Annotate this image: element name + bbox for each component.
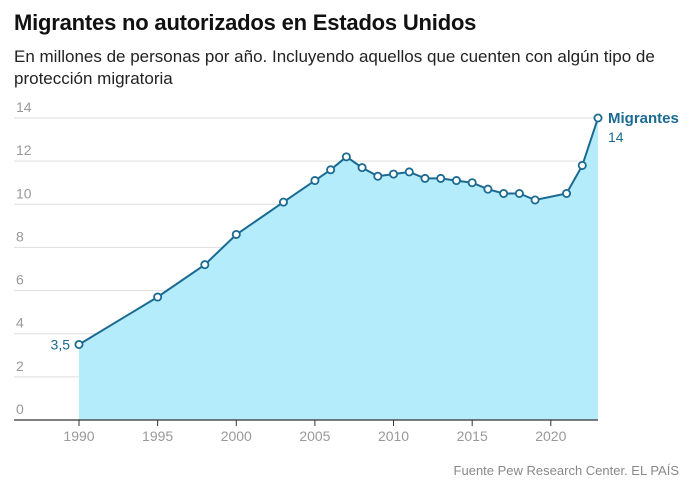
y-tick-label-6: 6 <box>16 272 24 288</box>
data-point-2000 <box>231 229 241 239</box>
data-point-2015 <box>467 178 477 188</box>
data-point-2019 <box>530 195 540 205</box>
data-point-2008 <box>357 163 367 173</box>
data-point-1998 <box>200 260 210 270</box>
x-tick-label-2000: 2000 <box>221 428 252 444</box>
data-point-1995 <box>153 292 163 302</box>
x-axis-ticks: 1990 1995 2000 2005 2010 2015 2020 <box>63 420 567 444</box>
data-point-2006 <box>326 165 336 175</box>
data-point-2017 <box>499 188 509 198</box>
data-point-2021 <box>562 188 572 198</box>
data-points <box>74 113 603 349</box>
y-tick-label-2: 2 <box>16 358 24 374</box>
y-tick-label-14: 14 <box>16 99 32 115</box>
area-fill <box>79 118 598 420</box>
data-point-2014 <box>451 176 461 186</box>
end-value-label: 14 <box>608 129 624 145</box>
data-point-1990 <box>74 339 84 349</box>
data-point-2018 <box>514 188 524 198</box>
data-point-2005 <box>310 176 320 186</box>
data-point-2007 <box>341 152 351 162</box>
area-chart: 0 2 4 6 8 10 12 14 1990 1995 2000 2005 2010 2015 2020… <box>14 99 679 444</box>
data-point-2022 <box>577 160 587 170</box>
source-note: Fuente Pew Research Center. EL PAÍS <box>453 463 679 478</box>
x-tick-label-2020: 2020 <box>535 428 566 444</box>
x-tick-label-2005: 2005 <box>299 428 330 444</box>
chart-subtitle: En millones de personas por año. Incluye… <box>14 47 655 88</box>
y-tick-label-10: 10 <box>16 185 32 201</box>
x-tick-label-2015: 2015 <box>457 428 488 444</box>
data-point-2023 <box>593 113 603 123</box>
data-point-2009 <box>373 171 383 181</box>
y-axis-ticks: 0 2 4 6 8 10 12 14 <box>16 99 32 417</box>
start-value-label: 3,5 <box>51 337 71 353</box>
data-point-2016 <box>483 184 493 194</box>
data-point-2010 <box>389 169 399 179</box>
x-tick-label-2010: 2010 <box>378 428 409 444</box>
data-point-2003 <box>278 197 288 207</box>
chart-title: Migrantes no autorizados en Estados Unid… <box>14 10 477 35</box>
data-point-2011 <box>404 167 414 177</box>
y-tick-label-12: 12 <box>16 142 32 158</box>
y-tick-label-0: 0 <box>16 401 24 417</box>
x-tick-label-1990: 1990 <box>63 428 94 444</box>
y-tick-label-4: 4 <box>16 315 24 331</box>
data-point-2013 <box>436 173 446 183</box>
y-tick-label-8: 8 <box>16 228 24 244</box>
x-tick-label-1995: 1995 <box>142 428 173 444</box>
end-series-label: Migrantes <box>608 110 679 127</box>
data-point-2012 <box>420 173 430 183</box>
